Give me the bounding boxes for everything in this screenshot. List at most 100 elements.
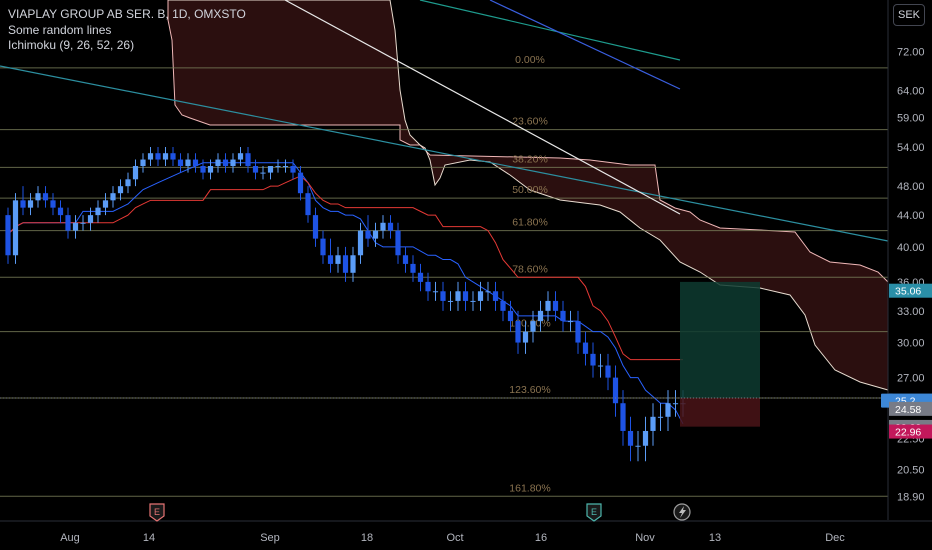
senkou-span-b [167,0,889,283]
kijun-sen-line [7,175,683,361]
earnings-marker-oct-glyph: E [591,507,597,517]
price-tick-label: 54.00 [897,142,925,154]
white-trend-line [284,0,681,215]
candle-body [35,193,41,201]
fib-label: 50.00% [512,184,548,196]
earnings-marker-aug: E [149,503,165,522]
candle-body [297,172,304,194]
candle-body [147,153,154,160]
time-tick-label: Nov [635,532,655,544]
candle-body [290,166,296,173]
candle-body [267,166,274,173]
fib-label: 23.60% [512,116,548,128]
candle-body [305,193,311,216]
senkou-span-a [168,0,889,391]
candle-body [237,153,244,160]
candle-body [575,321,581,343]
candle-body [620,403,626,431]
candle-body [170,153,176,160]
candle-body [207,166,214,173]
price-badge-bg [889,424,932,439]
kumo-cloud [168,0,888,390]
blue-trend-line [489,0,681,90]
price-badge-bg [889,283,932,298]
price-axis[interactable]: 72.0064.0059.0054.0048.0044.0040.0036.00… [881,0,932,520]
candle-body [552,300,559,311]
candle-body [140,159,146,167]
candle-body [672,403,679,405]
candle-body [72,222,79,231]
candle-body [665,403,671,417]
earnings-marker-aug-shape [149,503,165,522]
fib-label: 0.00% [515,54,545,66]
candle-body [507,310,514,322]
candle-body [387,222,394,231]
earnings-marker-oct-shape [586,503,602,522]
candle-body [192,159,199,167]
price-badge-bg [889,401,932,416]
position-tool-layer [0,281,888,427]
lightning-marker [673,503,691,521]
candle-body [327,255,334,264]
fib-label: 38.20% [512,153,548,165]
candle-body [650,416,656,431]
price-tick-label: 18.90 [897,491,925,503]
candle-body [110,193,116,201]
candle-body [282,166,289,168]
candle-body [12,200,19,256]
candle-body [627,430,634,446]
candle-body [342,255,349,273]
candle-body [50,200,56,208]
candle-body [95,207,101,216]
fib-label: 123.60% [509,384,550,396]
candle-body [417,272,424,282]
candle-body [380,222,386,231]
time-tick-label: Oct [446,532,463,544]
price-tick-label: 48.00 [897,181,925,193]
price-tick-label: 27.00 [897,373,925,385]
candle-body [567,321,574,323]
candle-body [312,215,319,239]
candle-body [537,310,544,322]
candle-body [215,159,221,167]
candle-body [132,166,139,180]
indicator-random-lines[interactable]: Some random lines [8,22,112,37]
fib-label: 78.60% [512,263,548,275]
currency-badge[interactable]: SEK [893,4,925,26]
teal-trend-line [0,65,889,242]
candle-body [492,291,499,301]
position-stop-zone [680,397,760,427]
candle-body [125,179,131,187]
candle-body [200,166,206,173]
candle-body [657,416,664,418]
candle-body [545,300,551,311]
candle-body [155,153,161,160]
candle-body [80,222,86,224]
time-tick-label: 18 [361,532,373,544]
candles-layer [5,146,686,462]
time-axis[interactable]: Aug 14 Sep 18 Oct 16 Nov 13 Dec [0,520,932,544]
price-badge-label: 35.06 [895,286,921,298]
symbol-title[interactable]: VIAPLAY GROUP AB SER. B, 1D, OMXSTO [8,7,246,21]
fib-label: 161.80% [509,482,550,494]
candle-body [5,215,11,256]
candle-body [455,291,461,301]
price-badge-label: 22.96 [895,427,921,439]
earnings-marker-oct: E [586,503,602,522]
ichimoku-cloud-layer [167,0,889,391]
indicator-ichimoku[interactable]: Ichimoku (9, 26, 52, 26) [8,38,135,52]
fib-label: 61.80% [512,217,548,229]
chart-legend: VIAPLAY GROUP AB SER. B, 1D, OMXSTO Some… [8,7,246,54]
candle-body [515,321,521,343]
time-tick-label: Aug [60,532,80,544]
price-tick-label: 72.00 [897,46,925,58]
candle-body [230,159,236,167]
candle-body [320,238,326,256]
candle-body [485,291,491,293]
candle-body [410,263,416,273]
position-target-zone [680,281,760,398]
candle-body [65,215,71,231]
candle-body [87,215,94,223]
